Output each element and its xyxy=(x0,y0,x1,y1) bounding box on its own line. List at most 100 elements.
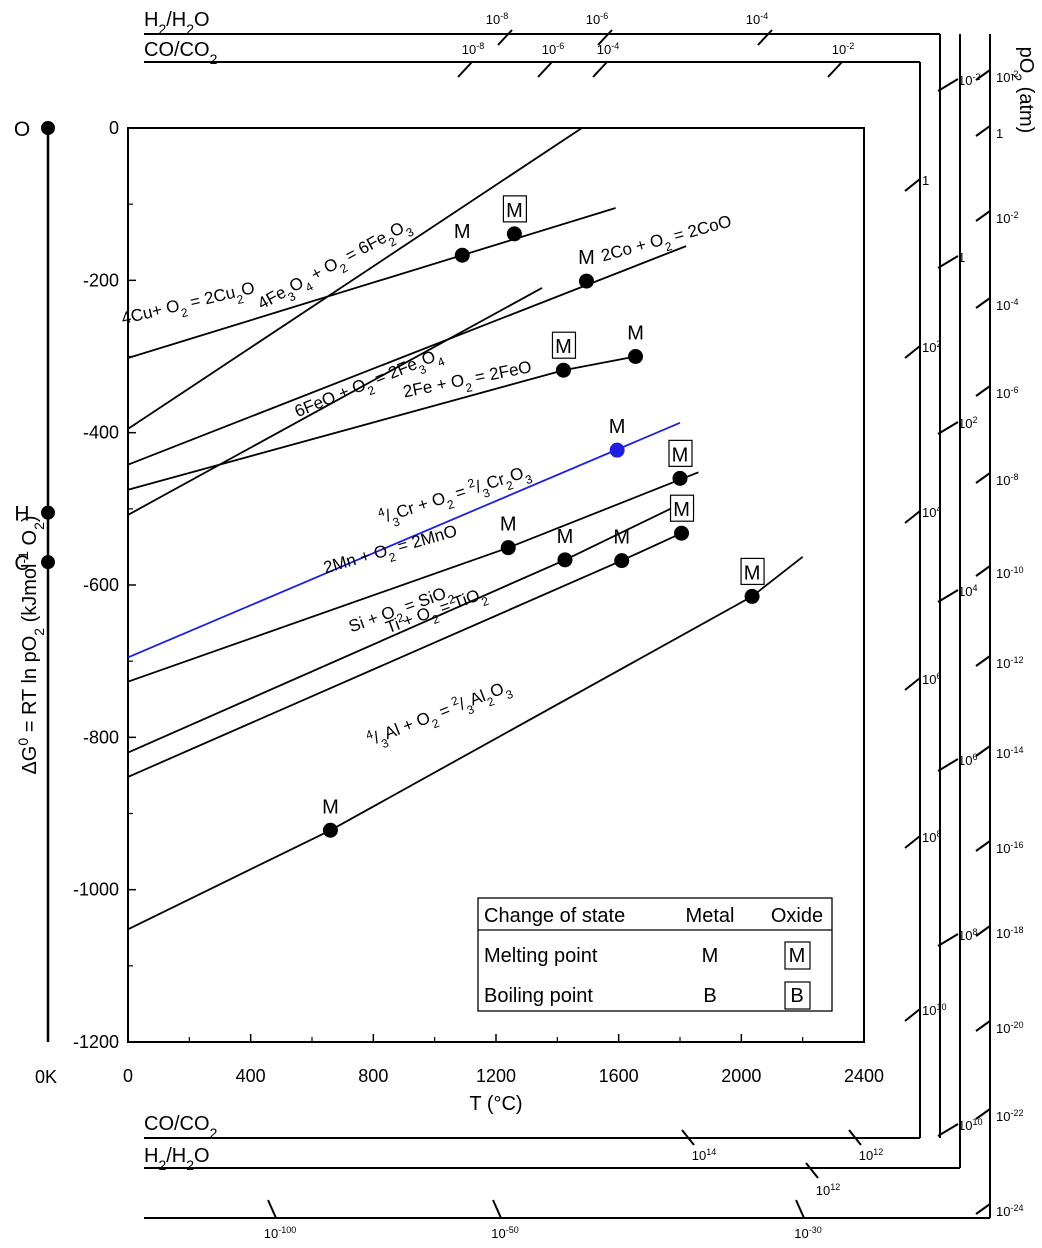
po2-right-tick: 10-20 xyxy=(996,1020,1023,1036)
marker-letter: M xyxy=(500,514,517,536)
tick-mark xyxy=(597,29,613,46)
marker-letter: M xyxy=(744,562,761,584)
y-axis-title: ΔG0 = RT ln pO2 (kJmol-1 O2) xyxy=(15,515,47,774)
top-co-tick: 10-6 xyxy=(542,41,564,57)
po2-right-tick: 10-16 xyxy=(996,840,1023,856)
tick-mark xyxy=(937,589,959,603)
y-tick-label: 0 xyxy=(109,118,119,138)
legend-header: Metal xyxy=(686,905,735,927)
x-tick-label: 2400 xyxy=(844,1066,884,1086)
phase-markers: M M M M M M M M M M M M M xyxy=(322,195,765,838)
tick-mark xyxy=(975,1020,991,1032)
tick-mark xyxy=(937,933,959,947)
series-line-al2o3 xyxy=(127,556,804,931)
bottom-h2-label: H2/H2O xyxy=(144,1145,210,1173)
top-co-label: CO/CO2 xyxy=(144,39,218,67)
x-tick-label: 1600 xyxy=(599,1066,639,1086)
po2-right-tick: 10-4 xyxy=(996,297,1018,313)
legend-header: Oxide xyxy=(771,905,823,927)
x-tick-label: 400 xyxy=(236,1066,266,1086)
tick-mark xyxy=(592,61,608,78)
tick-mark xyxy=(904,510,921,524)
tick-mark xyxy=(267,1199,277,1219)
y-tick-label: -200 xyxy=(83,270,119,290)
series-label-coo: 2Co + O2 = 2CoO xyxy=(599,212,735,272)
side-point-label: H xyxy=(14,503,29,526)
tick-mark xyxy=(848,1129,862,1146)
top-co-tick: 10-4 xyxy=(597,41,619,57)
right-co-tick: 1010 xyxy=(922,1002,946,1018)
marker-box xyxy=(502,195,527,223)
legend-oxide-box xyxy=(784,981,811,1010)
tick-mark xyxy=(975,1203,991,1215)
bottom-co-label: CO/CO2 xyxy=(144,1113,218,1141)
tick-mark xyxy=(975,1108,991,1120)
po2-right-tick: 10-10 xyxy=(996,565,1023,581)
tick-mark xyxy=(795,1199,805,1219)
legend-oxide-box xyxy=(784,941,811,970)
po2-bottom-tick: 10-100 xyxy=(264,1225,296,1241)
legend-row-label: Melting point xyxy=(484,945,598,967)
marker-point-tio2 xyxy=(674,525,690,541)
right-h2-tick: 102 xyxy=(958,415,977,431)
right-co-tick: 108 xyxy=(922,829,941,845)
tick-mark xyxy=(975,125,991,137)
side-point xyxy=(41,555,55,570)
tick-mark xyxy=(975,925,991,937)
po2-right-tick: 1 xyxy=(996,126,1003,141)
zero-kelvin-label: 0K xyxy=(35,1067,57,1087)
legend-box xyxy=(477,897,833,1012)
marker-letter: M xyxy=(672,444,689,466)
tick-mark xyxy=(975,745,991,757)
series-label-al2o3: 4/3Al + O2 = 2/3Al2O3 xyxy=(364,674,516,756)
right-co-tick: 1 xyxy=(922,173,929,188)
series-line-coo xyxy=(127,245,687,466)
right-h2-tick: 108 xyxy=(958,927,977,943)
po2-right-tick: 10-2 xyxy=(996,210,1018,226)
marker-letter: M xyxy=(609,416,626,438)
legend-table: Change of state Metal Oxide Melting point M M… xyxy=(477,897,833,1012)
x-tick-label: 1200 xyxy=(476,1066,516,1086)
marker-box xyxy=(551,331,577,359)
top-h2-tick: 10-6 xyxy=(586,11,608,27)
series-line-tio2 xyxy=(127,532,682,778)
y-tick-label: -800 xyxy=(83,727,119,747)
marker-letter: M xyxy=(454,221,471,243)
legend-header: Change of state xyxy=(484,905,625,927)
tick-mark xyxy=(827,61,843,78)
legend-row-label: Boiling point xyxy=(484,985,593,1007)
right-h2-tick: 10-2 xyxy=(958,72,980,88)
marker-letter: M xyxy=(613,527,630,549)
tick-mark xyxy=(904,345,921,359)
marker-point-mno xyxy=(672,470,688,486)
tick-mark xyxy=(937,421,959,435)
reaction-lines xyxy=(127,127,804,931)
tick-mark xyxy=(904,835,921,849)
tick-mark xyxy=(937,758,959,772)
tick-mark xyxy=(457,61,473,78)
marker-letter: M xyxy=(673,499,690,521)
side-point xyxy=(41,121,55,135)
side-point-label: O xyxy=(14,118,30,141)
marker-point-cu2o xyxy=(454,247,470,263)
po2-bottom-tick: 10-30 xyxy=(794,1225,821,1241)
legend-oxide: B xyxy=(790,985,803,1007)
tick-mark xyxy=(975,385,991,397)
top-h2-label: H2/H2O xyxy=(144,9,210,37)
tick-mark xyxy=(681,1129,695,1146)
tick-mark xyxy=(904,178,921,192)
tick-mark xyxy=(975,840,991,852)
po2-right-tick: 10-8 xyxy=(996,472,1018,488)
po2-right-tick: 10-2 xyxy=(996,69,1018,85)
top-co-tick: 10-2 xyxy=(832,41,854,57)
top-h2-tick: 10-4 xyxy=(746,11,768,27)
marker-point-cr2o3 xyxy=(609,442,625,458)
x-axis-title: T (°C) xyxy=(469,1093,522,1115)
series-label-mno: 2Mn + O2 = 2MnO xyxy=(321,521,461,583)
marker-point-tio2 xyxy=(614,553,630,569)
tick-mark xyxy=(975,297,991,309)
y-tick-label: -1200 xyxy=(73,1032,119,1052)
side-point xyxy=(41,505,55,520)
